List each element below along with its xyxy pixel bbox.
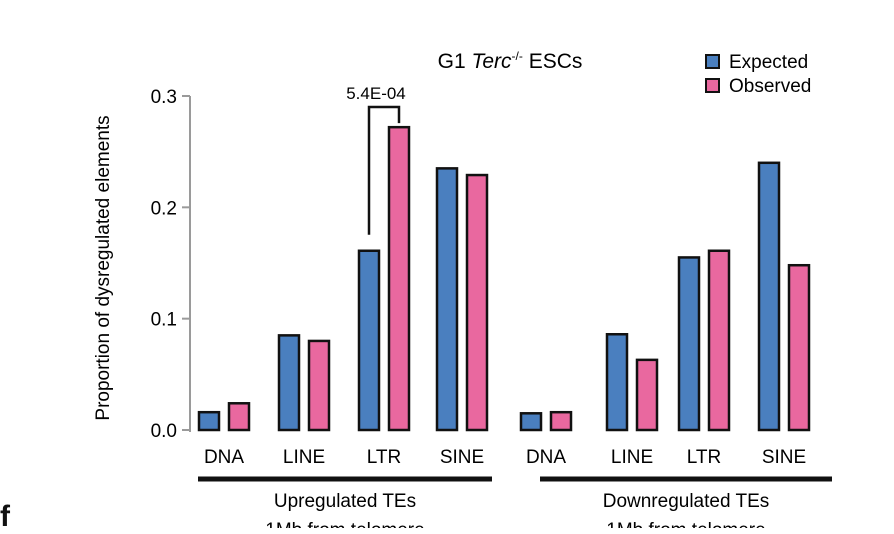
bar-expected-0-1	[277, 334, 301, 432]
legend-swatch-observed	[705, 78, 720, 93]
legend-label-observed: Observed	[729, 76, 811, 97]
category-label: SINE	[440, 447, 484, 468]
legend-label-expected: Expected	[729, 52, 808, 73]
bar-observed-0-3	[465, 173, 489, 432]
category-label: LTR	[687, 447, 721, 468]
bar-expected-1-1	[605, 333, 629, 432]
y-ticks: 0.0 0.1 0.2 0.3	[151, 87, 190, 442]
group-sublabel: 1Mb from telomere	[606, 520, 765, 528]
category-label: LINE	[611, 447, 653, 468]
category-label: DNA	[204, 447, 244, 468]
bar-expected-0-3	[435, 167, 459, 432]
group-labels: Upregulated TEs 1Mb from telomere Downregu…	[198, 476, 832, 528]
bar-expected-0-0	[197, 410, 221, 432]
y-tick-label: 0.3	[151, 87, 177, 108]
y-tick-label: 0.2	[151, 198, 177, 219]
y-tick-label: 0.1	[151, 310, 177, 331]
bar-observed-1-0	[549, 410, 573, 432]
category-label: LTR	[367, 447, 401, 468]
significance-pvalue: 5.4E-04	[346, 84, 406, 103]
legend: Expected Observed	[705, 52, 811, 97]
bars	[197, 125, 811, 432]
significance-bracket	[367, 105, 401, 235]
category-label: SINE	[762, 447, 806, 468]
bar-expected-1-0	[519, 412, 543, 432]
category-label: DNA	[526, 447, 566, 468]
group-label: Downregulated TEs	[603, 491, 770, 512]
category-labels: DNA LINE LTR SINE DNA LINE LTR SINE	[204, 447, 806, 468]
bar-expected-1-3	[757, 161, 781, 432]
y-tick-label: 0.0	[151, 421, 177, 442]
bar-observed-1-3	[787, 263, 811, 432]
bar-expected-1-2	[677, 256, 701, 432]
chart-title: G1 Terc-/- ESCs	[438, 49, 583, 73]
significance-annotation: 5.4E-04	[346, 84, 406, 235]
bar-observed-0-1	[307, 339, 331, 432]
panel-letter: f	[0, 500, 10, 533]
bar-expected-0-2	[357, 249, 381, 432]
y-axis-label: Proportion of dysregulated elements	[93, 115, 114, 420]
bar-observed-0-0	[227, 402, 251, 432]
bar-observed-1-2	[707, 249, 731, 432]
group-sublabel: 1Mb from telomere	[265, 520, 424, 528]
group-label: Upregulated TEs	[274, 491, 416, 512]
category-label: LINE	[283, 447, 325, 468]
bar-observed-0-2	[387, 125, 411, 432]
bar-observed-1-1	[635, 358, 659, 432]
legend-swatch-expected	[705, 54, 720, 69]
